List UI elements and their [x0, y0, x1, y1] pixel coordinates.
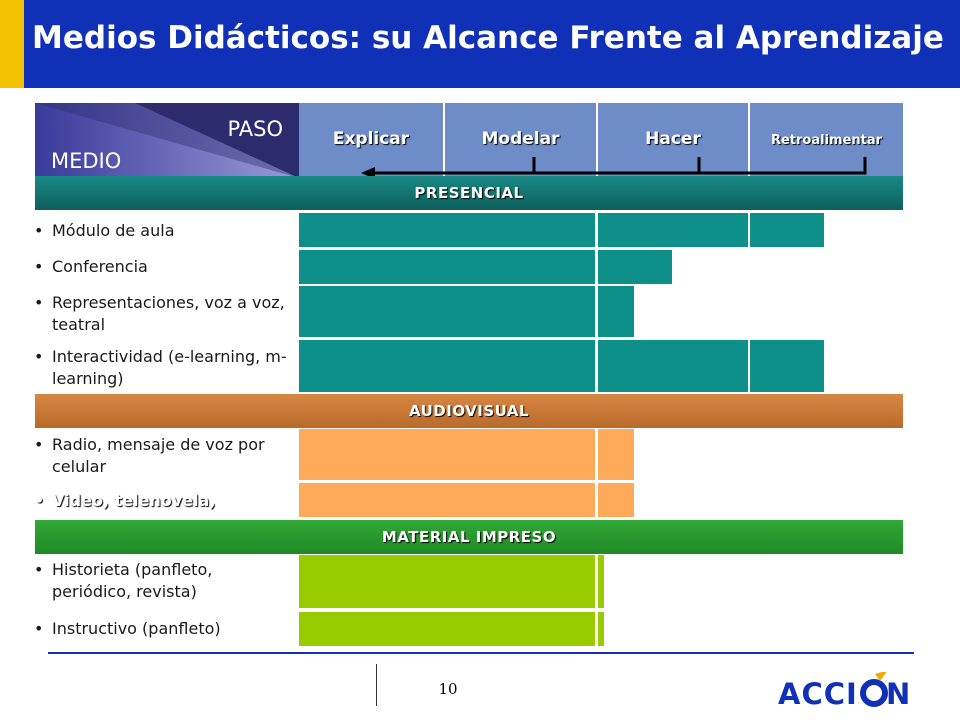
reach-bar-segment [598, 286, 636, 337]
footer-divider [48, 652, 914, 654]
reach-bar-segment [299, 429, 451, 480]
svg-text:N: N [886, 677, 910, 708]
step-label: Explicar [332, 129, 410, 149]
reach-bar [0, 213, 960, 247]
footer-separator [376, 664, 377, 706]
accion-logo: ACCI N [776, 670, 916, 711]
reach-bar-segment [299, 250, 451, 284]
reach-bar-segment [299, 483, 451, 517]
reach-bar-segment [750, 213, 826, 247]
page-number: 10 [438, 680, 458, 698]
step-label: Hacer [645, 129, 701, 149]
reach-bar-segment [299, 555, 451, 608]
reach-bar-segment [299, 213, 451, 247]
medio-label: MEDIO [51, 149, 122, 173]
step-retroalimentar: Retroalimentar [750, 103, 903, 176]
reach-bar [0, 286, 960, 337]
reach-bar-segment [598, 340, 750, 392]
reach-bar-segment [598, 429, 636, 480]
row-label-historieta: • Historieta (panfleto, periódico, revist… [34, 560, 213, 601]
step-label: Modelar [481, 129, 560, 149]
reach-bar [0, 340, 960, 392]
reach-bar-segment [598, 213, 750, 247]
reach-bar-segment [299, 612, 451, 646]
reach-bar-segment [445, 250, 597, 284]
reach-bar [0, 612, 960, 646]
section-audiovisual: AUDIOVISUAL [35, 394, 903, 428]
reach-bar [0, 429, 960, 480]
reach-bar-segment [598, 612, 606, 646]
reach-bar-segment [445, 429, 597, 480]
reach-bar-segment [445, 612, 597, 646]
reach-bar-segment [598, 483, 636, 517]
steps-header: Explicar Modelar Hacer Retroalimentar [299, 103, 903, 176]
reach-bar [0, 555, 960, 608]
paso-label: PASO [227, 117, 283, 141]
corner-diagonal [35, 103, 299, 178]
reach-bar-segment [598, 250, 674, 284]
step-hacer: Hacer [598, 103, 750, 176]
step-explicar: Explicar [299, 103, 445, 176]
row-label-interactividad: • Interactividad (e-learning, m-learning) [34, 347, 287, 388]
reach-bar-segment [299, 340, 451, 392]
row-label-representaciones: • Representaciones, voz a voz, teatral [34, 293, 285, 334]
reach-bar-segment [445, 286, 597, 337]
reach-bar-segment [598, 555, 606, 608]
accion-logo-mark: ACCI N [778, 670, 910, 711]
step-modelar: Modelar [445, 103, 598, 176]
row-label-conferencia: • Conferencia [34, 257, 148, 276]
title-accent [0, 0, 24, 88]
reach-bar [0, 483, 960, 517]
section-label: MATERIAL IMPRESO [381, 528, 557, 546]
reach-bar-segment [445, 483, 597, 517]
reach-bar-segment [445, 213, 597, 247]
row-label-video: • Video, telenovela, [34, 491, 216, 510]
feedback-arrow [361, 157, 867, 176]
reach-bar [0, 250, 960, 284]
section-presencial: PRESENCIAL [35, 176, 903, 210]
reach-bar-segment [445, 555, 597, 608]
page-title: Medios Didácticos: su Alcance Frente al … [32, 20, 944, 56]
row-label-instructivo: • Instructivo (panfleto) [34, 619, 221, 638]
row-label-radio: • Radio, mensaje de voz por celular [34, 435, 265, 476]
reach-bar-segment [445, 340, 597, 392]
section-label: PRESENCIAL [414, 184, 524, 202]
reach-bar-segment [750, 340, 826, 392]
row-label-modulo: • Módulo de aula [34, 221, 175, 240]
svg-text:ACCI: ACCI [778, 677, 858, 708]
title-bar [0, 0, 960, 88]
corner-header: PASO MEDIO [35, 103, 299, 178]
step-label: Retroalimentar [770, 133, 883, 148]
reach-bar-segment [299, 286, 451, 337]
section-impreso: MATERIAL IMPRESO [35, 520, 903, 554]
section-label: AUDIOVISUAL [408, 402, 530, 420]
